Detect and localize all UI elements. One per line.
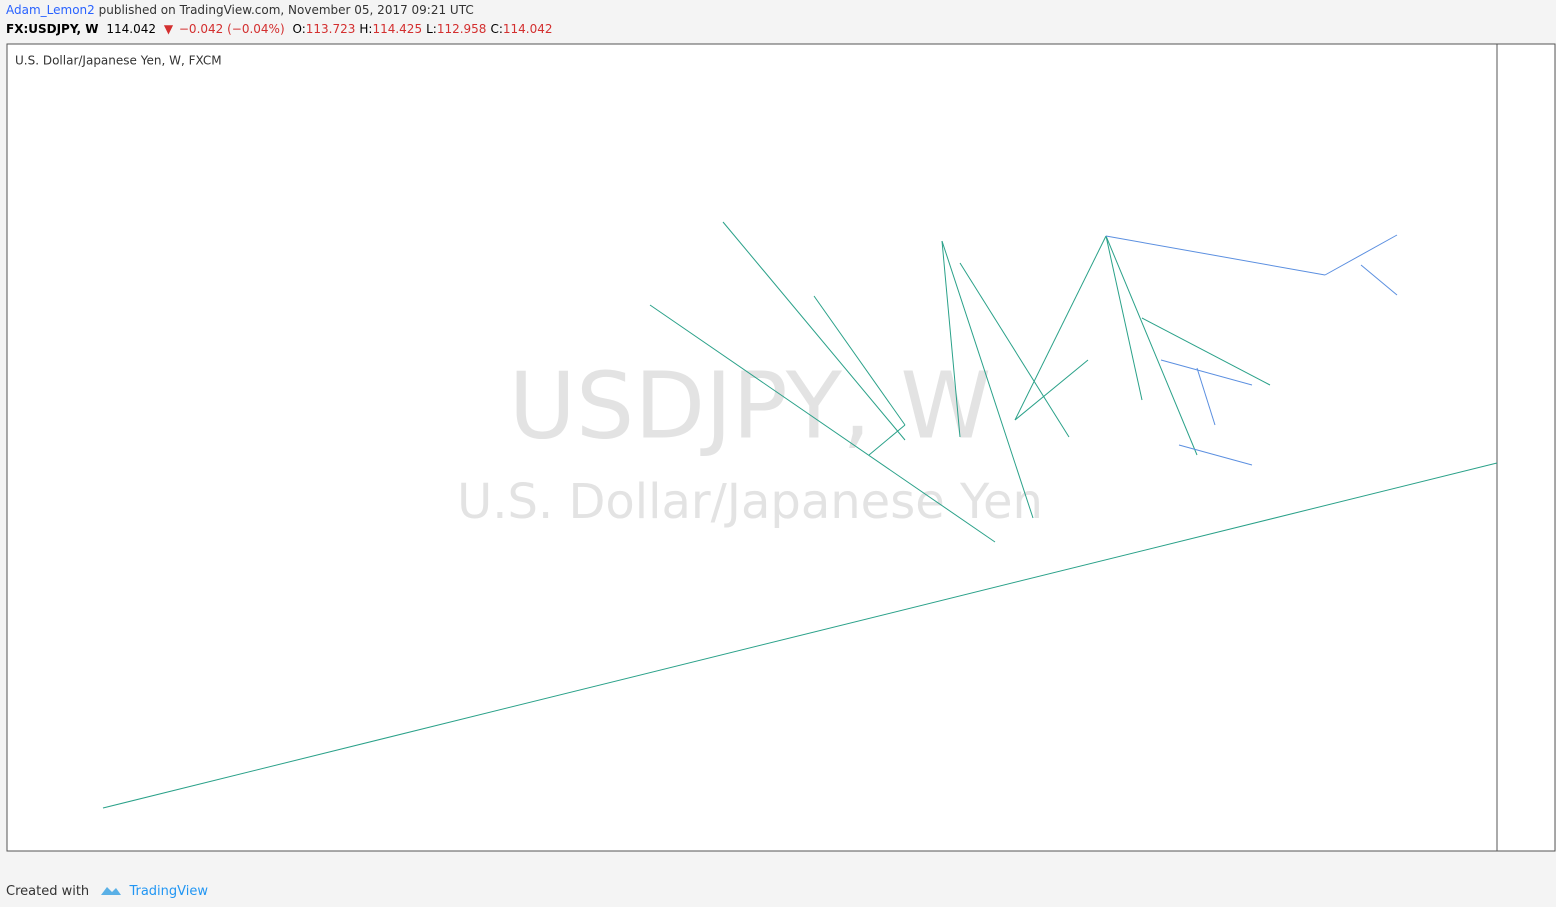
trendline	[1141, 317, 1271, 386]
price-axis	[1496, 43, 1556, 852]
footer: Created with TradingView	[6, 881, 208, 899]
trendline	[1360, 264, 1398, 296]
trendline	[102, 462, 1498, 809]
trendline	[1105, 235, 1198, 456]
published: published on TradingView.com, November 0…	[98, 3, 474, 17]
trendline	[1160, 359, 1253, 386]
trendline	[1178, 444, 1253, 466]
trendline	[722, 221, 906, 441]
symbol-line: FX:USDJPY, W 114.042 ▼ −0.042 (−0.04%) O…	[6, 22, 560, 36]
legend-box	[9, 52, 224, 69]
ohlc-value: 113.723	[305, 22, 356, 36]
trendline	[1105, 235, 1143, 401]
trendline	[941, 240, 1034, 519]
trendline	[941, 240, 961, 438]
watermark: USDJPY, W	[509, 352, 992, 459]
ohlc: O:113.723 H:114.425 L:112.958 C:114.042	[292, 22, 556, 36]
header-line: Adam_Lemon2 published on TradingView.com…	[6, 3, 478, 17]
trendline	[1324, 234, 1398, 276]
trendline	[649, 304, 996, 543]
ohlc-key: O:	[292, 22, 306, 36]
trendline	[1014, 359, 1089, 421]
legend: U.S. Dollar/Japanese Yen, W, FXCM	[9, 52, 224, 69]
trendline	[1014, 235, 1107, 421]
last: 114.042	[106, 22, 156, 36]
logo	[101, 887, 122, 895]
change: −0.042 (−0.04%)	[178, 22, 285, 36]
trendline	[959, 262, 1070, 438]
trendline	[813, 295, 906, 426]
ohlc-value: 112.958	[436, 22, 487, 36]
trendlines	[102, 221, 1498, 809]
symbol: FX:USDJPY, W	[6, 22, 99, 36]
arrow: ▼	[163, 22, 174, 36]
ohlc-value: 114.042	[502, 22, 553, 36]
ohlc-key: C:	[490, 22, 503, 36]
trendline	[868, 424, 906, 456]
ohlc-key: L:	[426, 22, 437, 36]
created: Created with	[6, 884, 90, 899]
ohlc-value: 114.425	[372, 22, 423, 36]
trendlines-blue	[1105, 234, 1398, 466]
legend-text: U.S. Dollar/Japanese Yen, W, FXCM	[15, 54, 222, 68]
plot-area	[6, 43, 1498, 852]
author[interactable]: Adam_Lemon2	[6, 3, 95, 17]
trendline	[1105, 235, 1326, 276]
ohlc-key: H:	[359, 22, 373, 36]
brand[interactable]: TradingView	[129, 884, 208, 899]
trendline	[1196, 367, 1216, 426]
watermark: U.S. Dollar/Japanese Yen	[457, 474, 1043, 530]
